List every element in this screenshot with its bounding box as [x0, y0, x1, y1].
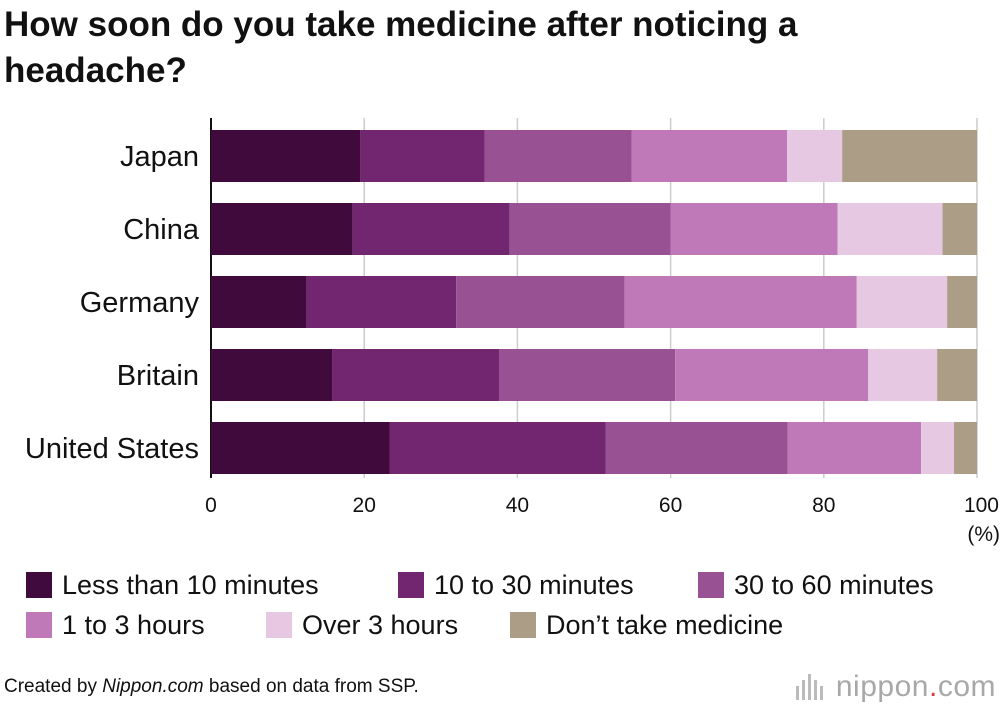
bar-segment [675, 349, 869, 401]
source-credit: Created by Nippon.com based on data from… [4, 676, 419, 698]
category-label: United States [25, 433, 199, 465]
bar-segment [360, 130, 485, 182]
bar-segment [306, 276, 457, 328]
logo-wordmark: nippon.com [835, 670, 996, 703]
legend-item: Less than 10 minutes [26, 570, 319, 600]
bar-segment [837, 203, 943, 255]
legend-label: Over 3 hours [302, 610, 459, 640]
category-labels: Japan China Germany Britain United States [25, 141, 200, 465]
bar-segment [211, 130, 361, 182]
bar-segment [332, 349, 500, 401]
legend-swatch [266, 612, 292, 638]
bar-segment [211, 349, 333, 401]
credit-prefix: Created by [4, 676, 103, 697]
legend-label: Don’t take medicine [546, 610, 784, 640]
legend-label: 10 to 30 minutes [434, 570, 634, 600]
bar-segment [624, 276, 857, 328]
bar-segment [937, 349, 977, 401]
x-tick-label: 60 [659, 494, 682, 517]
category-label: China [123, 214, 200, 246]
bar-segment [211, 203, 353, 255]
bar-segment [942, 203, 977, 255]
bar-segment [947, 276, 977, 328]
x-tick-label: 0 [205, 494, 217, 517]
bars [211, 130, 977, 474]
legend-swatch [398, 572, 424, 598]
x-axis-unit: (%) [967, 523, 1000, 546]
bar-segment [456, 276, 625, 328]
x-tick-label: 80 [812, 494, 835, 517]
bar-segment [787, 422, 922, 474]
bar-segment [954, 422, 977, 474]
bar-segment [509, 203, 671, 255]
legend-swatch [26, 572, 52, 598]
x-tick-label: 20 [353, 494, 376, 517]
legend-label: 1 to 3 hours [62, 610, 205, 640]
legend-swatch [510, 612, 536, 638]
bar-segment [670, 203, 838, 255]
bar-segment [868, 349, 938, 401]
bar-segment [352, 203, 510, 255]
credit-suffix: based on data from SSP. [203, 676, 419, 697]
nippon-logo: nippon.com [795, 670, 996, 704]
category-label: Germany [80, 287, 200, 319]
x-tick-labels: 0 20 40 60 80 100 [205, 494, 999, 517]
bar-segment [211, 422, 390, 474]
bar-segment [499, 349, 676, 401]
x-tick-label: 40 [506, 494, 529, 517]
category-label: Japan [120, 141, 199, 173]
bar-segment [842, 130, 977, 182]
legend-label: Less than 10 minutes [62, 570, 319, 600]
credit-source: Nippon.com [102, 676, 204, 697]
bar-segment [856, 276, 948, 328]
bar-segment [484, 130, 632, 182]
category-label: Britain [117, 360, 199, 392]
legend-label: 30 to 60 minutes [734, 570, 934, 600]
bar-segment [787, 130, 843, 182]
legend-item: 1 to 3 hours [26, 610, 205, 640]
stacked-bar-chart: Japan China Germany Britain United States 0 2… [25, 118, 1000, 546]
bar-segment [921, 422, 955, 474]
legend-item: Over 3 hours [266, 610, 458, 640]
chart-title: How soon do you take medicine after noti… [4, 5, 798, 90]
legend-item: 30 to 60 minutes [698, 570, 934, 600]
logo-bars-icon [795, 674, 826, 700]
bar-segment [631, 130, 788, 182]
bar-segment [211, 276, 307, 328]
bar-segment [605, 422, 788, 474]
legend-item: Don’t take medicine [510, 610, 783, 640]
legend-swatch [698, 572, 724, 598]
x-tick-label: 100 [964, 494, 999, 517]
bar-segment [389, 422, 606, 474]
legend-item: 10 to 30 minutes [398, 570, 634, 600]
legend-swatch [26, 612, 52, 638]
